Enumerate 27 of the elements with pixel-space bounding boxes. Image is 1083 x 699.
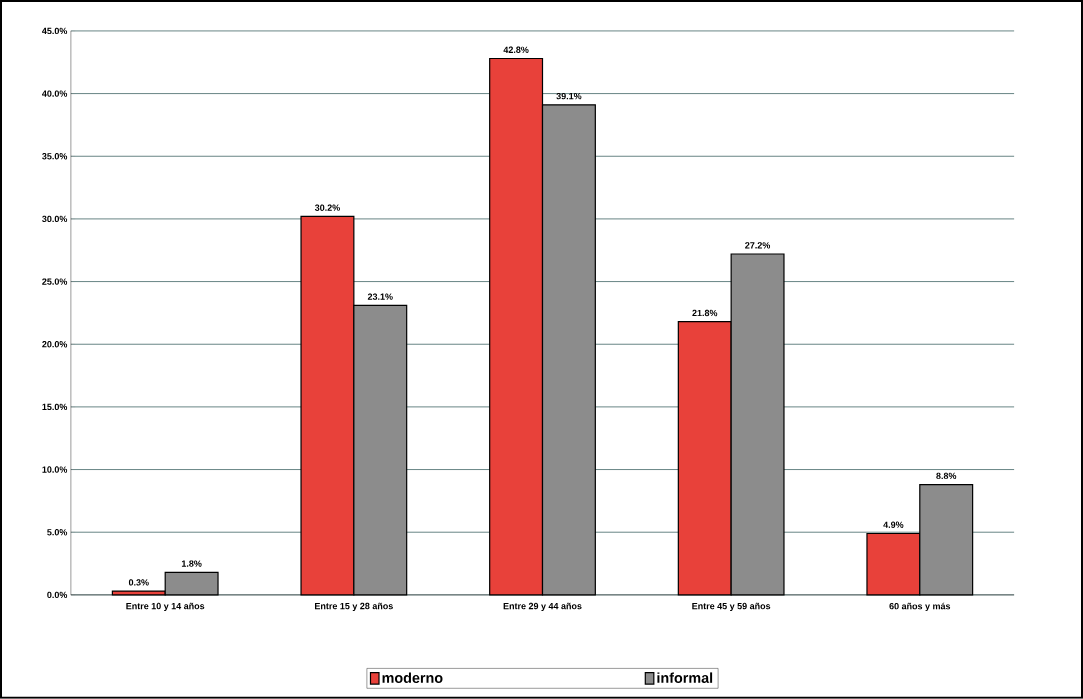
data-label: 8.8% <box>936 472 957 480</box>
data-label: 30.2% <box>314 204 340 212</box>
data-label: 4.9% <box>883 521 904 529</box>
data-label: 1.8% <box>181 560 202 567</box>
y-tick-label: 5.0% <box>47 529 68 536</box>
y-tick-label: 30.0% <box>42 215 68 223</box>
data-label: 39.1% <box>556 93 582 100</box>
y-tick-label: 40.0% <box>42 90 68 97</box>
y-tick-label: 0.0% <box>47 591 68 599</box>
x-tick-label: 60 años y más <box>889 602 951 612</box>
y-tick-label: 35.0% <box>42 153 68 160</box>
y-tick-label: 10.0% <box>42 466 68 473</box>
legend-label: moderno <box>382 672 443 684</box>
x-tick-label: Entre 29 y 44 años <box>503 602 582 612</box>
data-label: 23.1% <box>367 293 393 301</box>
y-tick-label: 45.0% <box>42 27 68 35</box>
data-label: 21.8% <box>692 309 718 317</box>
data-label: 27.2% <box>745 242 771 249</box>
data-label: 42.8% <box>503 46 529 54</box>
x-tick-label: Entre 45 y 59 años <box>692 602 771 612</box>
x-tick-label: Entre 10 y 14 años <box>126 602 205 612</box>
y-tick-label: 20.0% <box>42 341 68 348</box>
data-label: 0.3% <box>128 579 149 586</box>
legend-label: informal <box>657 672 713 684</box>
y-tick-label: 15.0% <box>42 403 68 411</box>
x-tick-label: Entre 15 y 28 años <box>315 602 393 612</box>
y-tick-label: 25.0% <box>42 278 68 285</box>
